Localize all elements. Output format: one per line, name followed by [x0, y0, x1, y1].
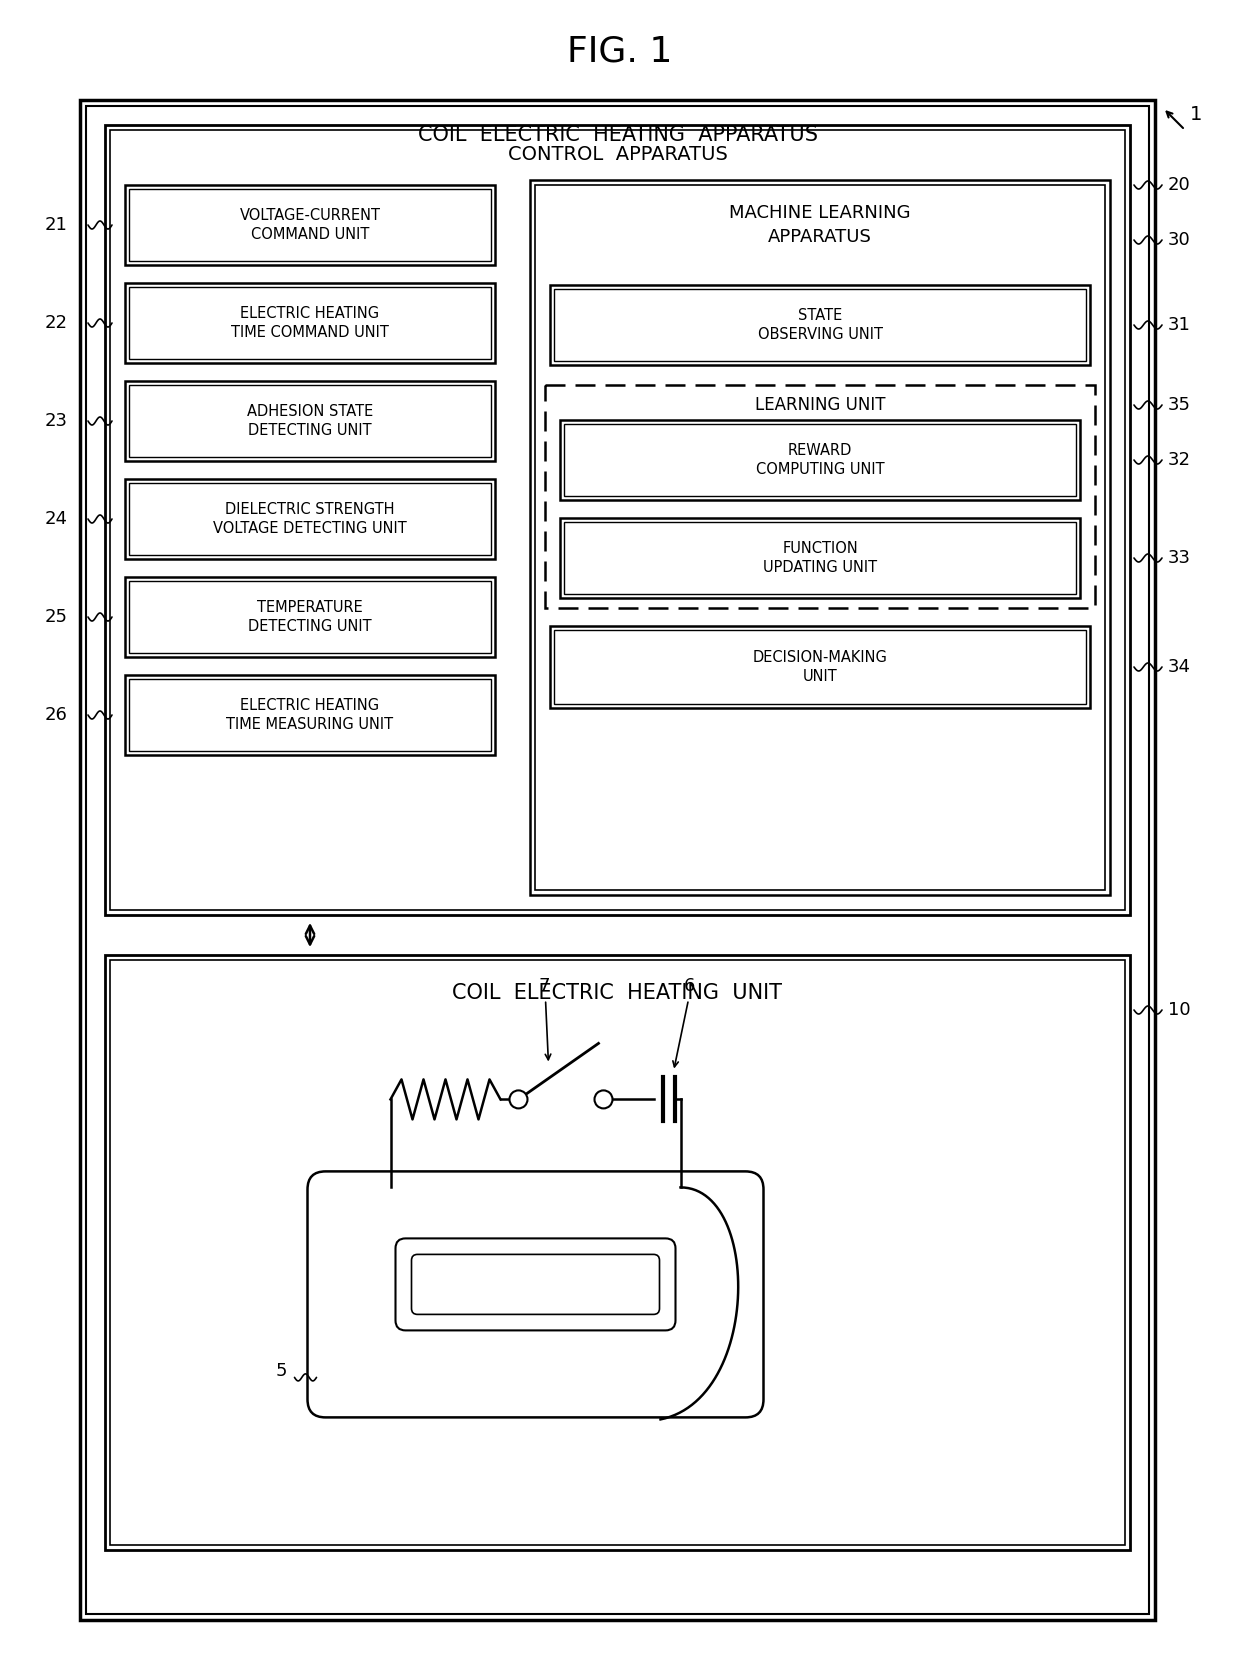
Circle shape [594, 1091, 613, 1109]
Text: 34: 34 [1168, 659, 1190, 675]
Bar [110, 130, 1125, 910]
Bar [564, 424, 1076, 496]
Text: 26: 26 [45, 707, 68, 723]
Text: DECISION-MAKING
UNIT: DECISION-MAKING UNIT [753, 650, 888, 685]
Text: ADHESION STATE
DETECTING UNIT: ADHESION STATE DETECTING UNIT [247, 404, 373, 439]
Bar [529, 180, 1110, 895]
Bar [534, 185, 1105, 890]
Text: MACHINE LEARNING
APPARATUS: MACHINE LEARNING APPARATUS [729, 205, 910, 246]
Bar [86, 106, 1149, 1615]
Bar [564, 522, 1076, 594]
Bar [551, 284, 1090, 364]
Bar [125, 381, 495, 461]
Bar [129, 580, 491, 654]
Text: FIG. 1: FIG. 1 [568, 35, 672, 68]
Text: VOLTAGE-CURRENT
COMMAND UNIT: VOLTAGE-CURRENT COMMAND UNIT [239, 208, 381, 243]
Bar [551, 625, 1090, 708]
Bar [129, 288, 491, 359]
Text: 23: 23 [45, 412, 68, 431]
Bar [129, 386, 491, 457]
Text: FUNCTION
UPDATING UNIT: FUNCTION UPDATING UNIT [763, 540, 877, 575]
Bar [129, 190, 491, 261]
Text: 31: 31 [1168, 316, 1190, 334]
Text: 6: 6 [683, 978, 694, 996]
Bar [560, 421, 1080, 501]
Bar [105, 125, 1130, 915]
Bar [554, 630, 1086, 703]
Text: REWARD
COMPUTING UNIT: REWARD COMPUTING UNIT [755, 442, 884, 477]
Text: COIL  ELECTRIC  HEATING  APPARATUS: COIL ELECTRIC HEATING APPARATUS [418, 125, 817, 145]
Bar [125, 185, 495, 264]
Text: STATE
OBSERVING UNIT: STATE OBSERVING UNIT [758, 308, 883, 343]
Text: COIL  ELECTRIC  HEATING  UNIT: COIL ELECTRIC HEATING UNIT [453, 983, 782, 1003]
Text: 10: 10 [1168, 1001, 1190, 1019]
Bar [560, 517, 1080, 599]
Bar [81, 100, 1154, 1620]
FancyBboxPatch shape [396, 1239, 676, 1330]
Bar [546, 386, 1095, 609]
Text: LEARNING UNIT: LEARNING UNIT [755, 396, 885, 414]
Text: 35: 35 [1168, 396, 1190, 414]
Circle shape [510, 1091, 527, 1109]
Text: 24: 24 [45, 511, 68, 527]
Text: 22: 22 [45, 314, 68, 333]
Text: 32: 32 [1168, 451, 1190, 469]
Text: 30: 30 [1168, 231, 1190, 249]
Text: 7: 7 [538, 978, 551, 996]
Bar [105, 955, 1130, 1550]
Bar [129, 679, 491, 752]
Bar [129, 482, 491, 555]
Text: ELECTRIC HEATING
TIME COMMAND UNIT: ELECTRIC HEATING TIME COMMAND UNIT [231, 306, 389, 341]
Bar [554, 289, 1086, 361]
Bar [125, 675, 495, 755]
FancyBboxPatch shape [412, 1254, 660, 1314]
Text: 20: 20 [1168, 176, 1190, 195]
Text: 5: 5 [277, 1362, 288, 1380]
Bar [110, 960, 1125, 1545]
Text: ELECTRIC HEATING
TIME MEASURING UNIT: ELECTRIC HEATING TIME MEASURING UNIT [227, 697, 393, 732]
Bar [125, 577, 495, 657]
Bar [125, 283, 495, 363]
Text: 21: 21 [45, 216, 68, 234]
Text: TEMPERATURE
DETECTING UNIT: TEMPERATURE DETECTING UNIT [248, 600, 372, 634]
Text: DIELECTRIC STRENGTH
VOLTAGE DETECTING UNIT: DIELECTRIC STRENGTH VOLTAGE DETECTING UN… [213, 502, 407, 537]
Text: 1: 1 [1190, 105, 1203, 125]
Bar [125, 479, 495, 559]
Text: 25: 25 [45, 609, 68, 625]
Text: CONTROL  APPARATUS: CONTROL APPARATUS [507, 145, 728, 165]
Text: 33: 33 [1168, 549, 1190, 567]
FancyBboxPatch shape [308, 1171, 764, 1417]
